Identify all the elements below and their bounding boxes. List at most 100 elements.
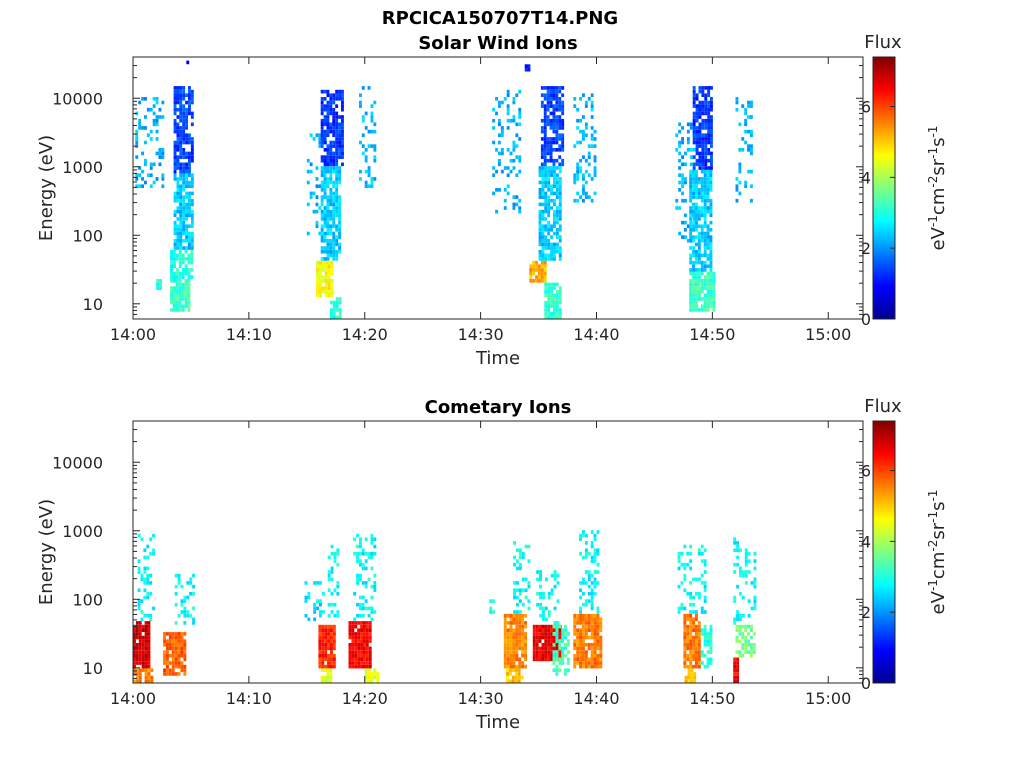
heatmap-cell <box>175 268 179 272</box>
heatmap-cell <box>561 650 565 654</box>
heatmap-cell <box>326 213 330 218</box>
heatmap-cell <box>695 202 698 207</box>
heatmap-cell <box>750 115 753 119</box>
heatmap-cell <box>333 555 337 560</box>
heatmap-cell <box>709 624 713 629</box>
heatmap-cell <box>192 592 195 596</box>
heatmap-cell <box>695 293 698 298</box>
heatmap-cell <box>692 639 695 643</box>
heatmap-cell <box>561 100 565 105</box>
heatmap-cell <box>590 198 594 203</box>
colorbar-units-label: eV-1cm-2sr-1s-1 <box>926 490 949 615</box>
heatmap-cell <box>741 653 745 658</box>
heatmap-cell <box>579 606 582 611</box>
heatmap-cell <box>709 242 713 247</box>
heatmap-cell <box>576 107 580 112</box>
heatmap-cell <box>518 206 522 210</box>
heatmap-cell <box>506 653 510 658</box>
heatmap-cell <box>326 198 330 203</box>
heatmap-cell <box>338 140 341 145</box>
heatmap-cell <box>332 191 336 196</box>
heatmap-cell <box>318 661 322 665</box>
heatmap-cell <box>587 592 591 596</box>
heatmap-cell <box>170 249 173 254</box>
heatmap-cell <box>188 158 191 163</box>
heatmap-cell <box>599 657 603 662</box>
heatmap-cell <box>703 624 707 629</box>
heatmap-cell <box>190 97 194 101</box>
heatmap-cell <box>593 129 597 134</box>
heatmap-cell <box>733 621 737 625</box>
heatmap-cell <box>689 177 693 181</box>
heatmap-cell <box>689 628 693 633</box>
heatmap-cell <box>733 562 737 567</box>
heatmap-cell <box>370 144 374 148</box>
heatmap-cell <box>173 242 177 247</box>
heatmap-cell <box>370 118 374 123</box>
heatmap-cell <box>697 621 701 625</box>
heatmap-cell <box>697 279 701 283</box>
heatmap-cell <box>495 209 498 214</box>
heatmap-cell <box>689 271 693 276</box>
heatmap-cell <box>332 195 336 199</box>
heatmap-cell <box>689 650 693 654</box>
heatmap-cell <box>547 632 551 636</box>
heatmap-cell <box>550 653 553 658</box>
heatmap-cell <box>137 599 141 603</box>
heatmap-cell <box>550 289 553 294</box>
heatmap-cell <box>689 213 693 218</box>
heatmap-cell <box>330 268 334 272</box>
heatmap-cell <box>173 300 176 305</box>
heatmap-cell <box>540 264 544 269</box>
heatmap-cell <box>695 162 699 167</box>
heatmap-cell <box>503 646 507 651</box>
heatmap-cell <box>173 257 176 261</box>
heatmap-cell <box>678 206 682 210</box>
heatmap-cell <box>338 213 341 218</box>
heatmap-cell <box>544 315 548 320</box>
heatmap-cell <box>359 602 362 607</box>
heatmap-cell <box>683 632 687 636</box>
heatmap-cell <box>524 621 527 625</box>
heatmap-cell <box>549 100 553 105</box>
heatmap-cell <box>689 231 693 236</box>
heatmap-cell <box>541 231 545 236</box>
heatmap-cell <box>312 191 316 196</box>
heatmap-cell <box>706 228 710 232</box>
heatmap-cell <box>364 184 368 189</box>
heatmap-cell <box>558 293 562 298</box>
heatmap-cell <box>695 242 698 247</box>
heatmap-cell <box>503 188 507 192</box>
heatmap-cell <box>178 249 182 254</box>
heatmap-cell <box>177 632 181 636</box>
heatmap-cell <box>555 672 559 676</box>
heatmap-cell <box>692 308 695 312</box>
heatmap-cell <box>712 286 716 290</box>
heatmap-cell <box>576 661 580 665</box>
heatmap-cell <box>543 115 547 119</box>
heatmap-cell <box>541 235 545 239</box>
heatmap-cell <box>744 559 748 563</box>
heatmap-cell <box>703 238 707 243</box>
heatmap-cell <box>553 639 556 643</box>
colorbar-title: Flux <box>864 32 902 53</box>
heatmap-cell <box>149 613 153 618</box>
heatmap-cell <box>541 191 545 196</box>
heatmap-cell <box>576 613 580 618</box>
heatmap-cell <box>555 158 559 163</box>
heatmap-cell <box>695 308 698 312</box>
heatmap-cell <box>710 86 713 90</box>
heatmap-cell <box>354 646 358 651</box>
heatmap-cell <box>697 268 701 272</box>
heatmap-cell <box>697 650 701 654</box>
heatmap-cell <box>335 206 339 210</box>
heatmap-cell <box>593 158 597 163</box>
heatmap-cell <box>173 293 176 298</box>
heatmap-cell <box>684 675 688 680</box>
heatmap-cell <box>323 249 327 254</box>
heatmap-cell <box>509 613 513 618</box>
heatmap-cell <box>546 104 550 108</box>
heatmap-cell <box>182 173 186 178</box>
heatmap-cell <box>144 679 148 684</box>
heatmap-cell <box>538 275 541 279</box>
